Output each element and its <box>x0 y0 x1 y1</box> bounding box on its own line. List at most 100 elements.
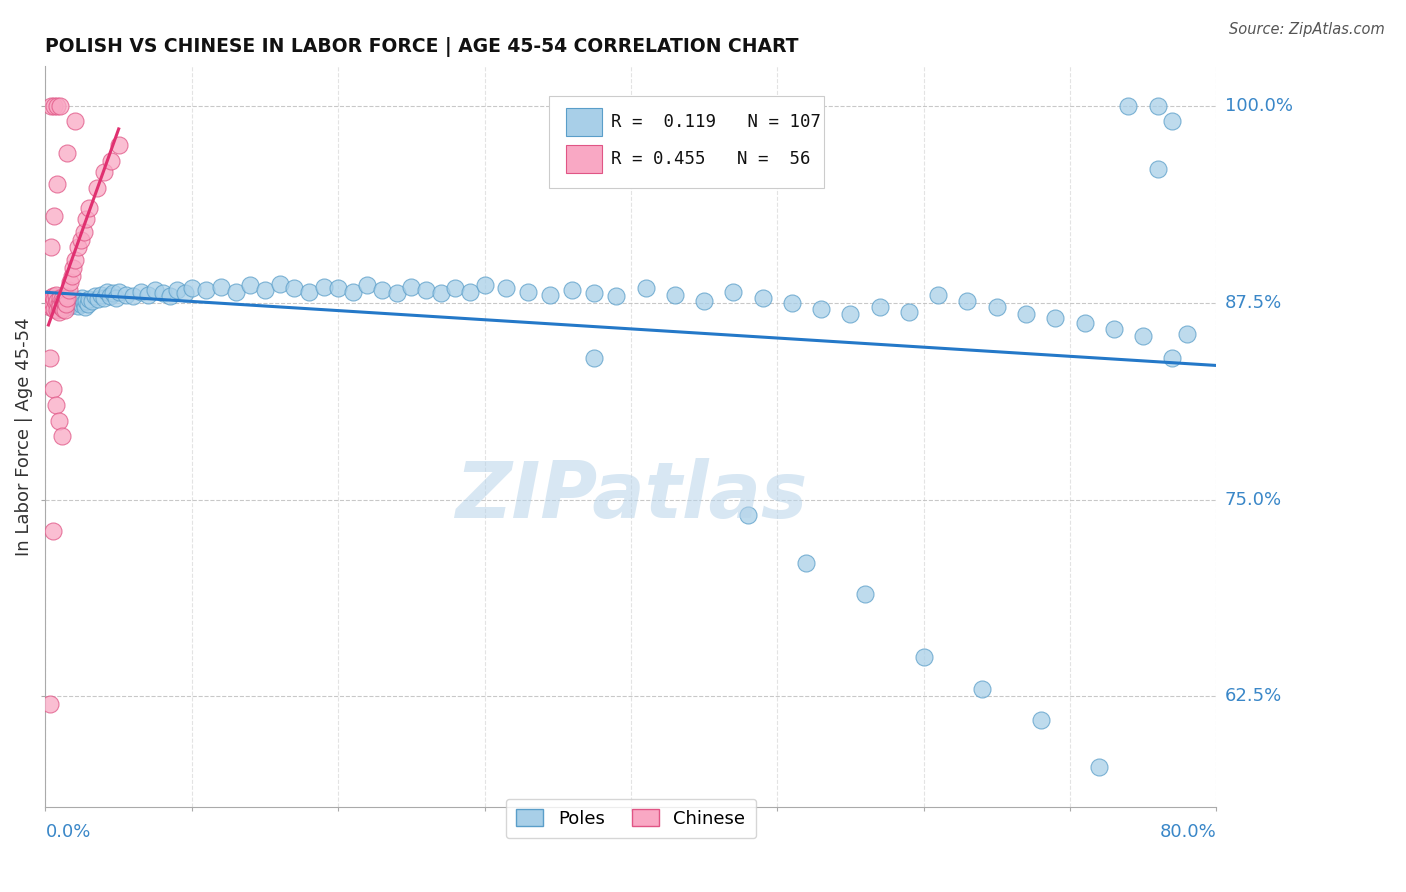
Point <box>44 293 66 307</box>
Point <box>1146 161 1168 176</box>
Point <box>723 285 745 299</box>
FancyBboxPatch shape <box>548 95 824 188</box>
Point <box>46 178 69 192</box>
Point <box>972 681 994 696</box>
Point <box>49 299 72 313</box>
Point <box>810 301 832 316</box>
Point <box>912 650 935 665</box>
Point <box>84 289 107 303</box>
Point <box>371 283 394 297</box>
Point <box>56 291 79 305</box>
Point <box>44 209 66 223</box>
Point <box>853 587 876 601</box>
Point <box>72 295 94 310</box>
Point <box>42 524 65 538</box>
Point <box>52 301 75 316</box>
Point <box>66 240 89 254</box>
Point <box>79 293 101 307</box>
Point <box>59 275 82 289</box>
Point <box>58 295 80 310</box>
Point <box>927 287 949 301</box>
Point <box>136 287 159 301</box>
Point <box>605 289 627 303</box>
Point <box>38 291 60 305</box>
Point <box>96 285 118 299</box>
Point <box>53 293 76 308</box>
Point <box>48 299 70 313</box>
Text: Source: ZipAtlas.com: Source: ZipAtlas.com <box>1229 22 1385 37</box>
Text: 75.0%: 75.0% <box>1225 491 1282 508</box>
Point <box>152 286 174 301</box>
Point <box>53 295 76 310</box>
Point <box>46 293 69 308</box>
Text: R = 0.455   N =  56: R = 0.455 N = 56 <box>612 150 810 168</box>
Point <box>86 180 108 194</box>
Point <box>166 283 188 297</box>
Point <box>737 508 759 523</box>
Point <box>751 291 773 305</box>
Point <box>56 145 79 160</box>
Point <box>129 285 152 299</box>
Point <box>51 300 73 314</box>
Point <box>51 289 73 303</box>
Point <box>69 233 91 247</box>
Point <box>143 283 166 297</box>
Point <box>44 98 66 112</box>
Point <box>93 165 115 179</box>
Point <box>38 351 60 365</box>
Text: R =  0.119   N = 107: R = 0.119 N = 107 <box>612 112 821 131</box>
Point <box>62 297 84 311</box>
Point <box>283 281 305 295</box>
Point <box>298 285 321 299</box>
Point <box>897 305 920 319</box>
Point <box>62 260 84 275</box>
Point <box>269 277 291 291</box>
Point <box>1132 328 1154 343</box>
Point <box>60 293 83 308</box>
Point <box>45 301 67 316</box>
Point <box>79 201 101 215</box>
Point <box>45 295 67 310</box>
Point <box>60 268 83 283</box>
Point <box>115 287 138 301</box>
Point <box>209 280 232 294</box>
Point <box>342 285 364 299</box>
Point <box>401 280 423 294</box>
Point <box>538 287 561 301</box>
Point <box>1088 760 1111 774</box>
Point <box>41 300 63 314</box>
FancyBboxPatch shape <box>567 145 602 173</box>
Point <box>41 98 63 112</box>
Point <box>42 293 65 308</box>
Point <box>44 301 66 316</box>
Point <box>1146 98 1168 112</box>
Point <box>474 278 496 293</box>
Point <box>180 281 202 295</box>
Point <box>517 285 540 299</box>
Point <box>45 398 67 412</box>
Point <box>59 299 82 313</box>
Point <box>429 286 451 301</box>
Point <box>1161 351 1184 365</box>
Point <box>44 297 66 311</box>
Point <box>356 278 378 293</box>
Point <box>42 297 65 311</box>
Point <box>312 280 335 294</box>
Point <box>53 303 76 318</box>
Point <box>583 351 606 365</box>
Point <box>49 295 72 310</box>
Point <box>195 283 218 297</box>
Point <box>63 293 86 307</box>
Point <box>63 252 86 267</box>
Point <box>82 293 104 308</box>
Point <box>100 153 122 168</box>
Point <box>780 295 803 310</box>
Point <box>415 283 437 297</box>
Point <box>1073 316 1095 330</box>
Point <box>45 287 67 301</box>
Point <box>159 289 181 303</box>
Point <box>55 289 77 303</box>
Point <box>38 291 60 305</box>
Text: 62.5%: 62.5% <box>1225 688 1282 706</box>
Point <box>634 281 657 295</box>
